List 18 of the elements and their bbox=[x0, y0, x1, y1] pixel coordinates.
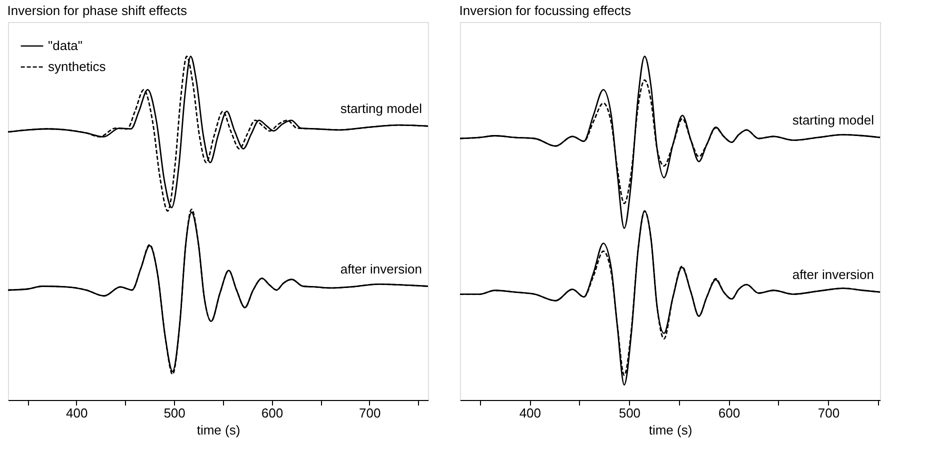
annotation: starting model bbox=[340, 101, 422, 116]
x-tick-label: 400 bbox=[66, 406, 88, 420]
annotation: starting model bbox=[792, 112, 874, 128]
x-tick-label: 400 bbox=[519, 406, 542, 420]
chart-title: Inversion for phase shift effects bbox=[7, 3, 188, 18]
x-tick-label: 500 bbox=[164, 406, 186, 420]
x-tick-label: 700 bbox=[359, 406, 381, 420]
annotation: after inversion bbox=[792, 267, 874, 282]
x-tick-label: 700 bbox=[818, 406, 840, 420]
x-axis-title: time (s) bbox=[648, 422, 692, 438]
annotation: after inversion bbox=[340, 261, 422, 276]
x-axis-title: time (s) bbox=[196, 422, 240, 438]
chart-title: Inversion for focussing effects bbox=[459, 3, 632, 18]
legend-label: "data" bbox=[48, 38, 83, 53]
x-tick-label: 500 bbox=[618, 406, 641, 420]
legend-label: synthetics bbox=[48, 59, 106, 74]
x-tick-label: 600 bbox=[718, 406, 740, 420]
x-tick-label: 600 bbox=[261, 406, 284, 420]
